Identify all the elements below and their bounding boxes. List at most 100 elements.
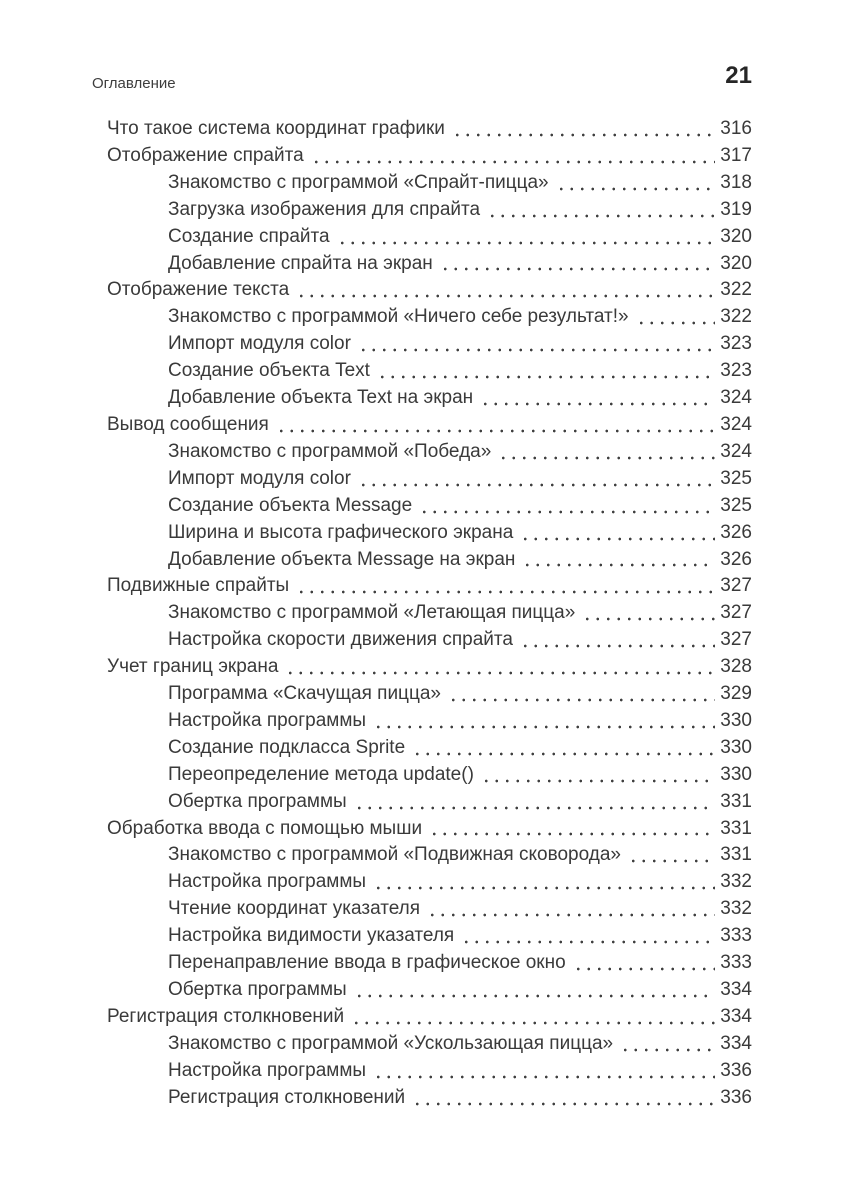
dot-leader: [572, 950, 716, 977]
toc-entry: Учет границ экрана 328: [107, 654, 752, 682]
toc-entry: Знакомство с программой «Победа» 324: [107, 438, 752, 466]
toc-entry: Настройка видимости указателя 333: [107, 923, 752, 951]
dot-leader: [353, 788, 716, 816]
toc-entry-title: Знакомство с программой «Спрайт-пицца»: [168, 171, 549, 193]
toc-entry-page: 332: [720, 898, 752, 920]
toc-entry-page: 324: [720, 413, 752, 435]
toc-entry: Импорт модуля color 323: [107, 331, 752, 359]
dot-leader: [498, 438, 716, 466]
dot-leader: [480, 385, 716, 412]
toc-entry-title: Создание подкласса Sprite: [168, 736, 406, 758]
toc-entry-page: 325: [720, 494, 752, 516]
toc-entry-page: 333: [720, 952, 752, 974]
toc-entry: Загрузка изображения для спрайта 319: [107, 196, 752, 224]
dot-leader: [620, 1030, 716, 1058]
toc-entry-page: 334: [720, 1032, 752, 1054]
toc-entry-title: Регистрация столкновений: [107, 1005, 345, 1027]
dot-leader: [520, 519, 716, 547]
toc-entry-title: Чтение координат указателя: [168, 898, 421, 920]
dot-leader: [429, 815, 716, 843]
toc-entry: Обертка программы 331: [107, 788, 752, 816]
toc-entry: Настройка скорости движения спрайта 327: [107, 627, 752, 655]
toc-entry-page: 327: [720, 602, 752, 624]
dot-leader: [373, 1057, 716, 1085]
toc-entry-title: Знакомство с программой «Подвижная сково…: [168, 844, 621, 866]
toc-entry-title: Настройка программы: [168, 1059, 367, 1081]
toc-entry-title: Создание объекта Text: [168, 360, 370, 382]
dot-leader: [376, 358, 716, 386]
toc-entry-title: Настройка программы: [168, 871, 367, 893]
toc-entry: Обработка ввода с помощью мыши 331: [107, 815, 752, 843]
toc-entry-title: Знакомство с программой «Летающая пицца»: [168, 602, 576, 624]
toc-entry-title: Что такое система координат графики: [107, 118, 445, 139]
toc-entry: Что такое система координат графики 316: [107, 116, 752, 143]
toc-entry-title: Настройка видимости указателя: [168, 925, 455, 947]
toc-entry-title: Учет границ экрана: [107, 656, 279, 678]
toc-entry-page: 327: [720, 629, 752, 651]
toc-entry-title: Подвижные спрайты: [107, 575, 290, 597]
toc-entry-title: Импорт модуля color: [168, 333, 351, 355]
toc-entry-page: 330: [720, 709, 752, 731]
toc-entry-title: Добавление объекта Message на экран: [168, 548, 516, 570]
running-head-title: Оглавление: [92, 75, 176, 92]
dot-leader: [357, 465, 716, 493]
toc-entry: Создание объекта Text 323: [107, 358, 752, 386]
toc-entry-title: Переопределение метода update(): [168, 763, 474, 785]
toc-entry-title: Перенаправление ввода в графическое окно: [168, 952, 566, 974]
toc-entry: Знакомство с программой «Ничего себе рез…: [107, 304, 752, 332]
toc-entry-page: 331: [720, 817, 752, 839]
toc-entry: Настройка программы 330: [107, 707, 752, 735]
toc-entry-page: 332: [720, 871, 752, 893]
dot-leader: [351, 1003, 716, 1031]
dot-leader: [555, 169, 716, 197]
toc-list: Что такое система координат графики 316 …: [107, 116, 752, 1112]
toc-entry-page: 331: [720, 790, 752, 812]
toc-entry-page: 317: [720, 144, 752, 166]
toc-entry-page: 336: [720, 1086, 752, 1108]
toc-entry-title: Создание спрайта: [168, 225, 330, 247]
toc-entry: Регистрация столкновений 336: [107, 1084, 752, 1112]
toc-entry: Обертка программы 334: [107, 977, 752, 1004]
toc-entry-page: 334: [720, 979, 752, 1000]
dot-leader: [427, 896, 716, 924]
toc-entry: Перенаправление ввода в графическое окно…: [107, 950, 752, 977]
toc-entry-page: 331: [720, 844, 752, 866]
toc-entry-title: Обработка ввода с помощью мыши: [107, 817, 423, 839]
toc-entry: Создание спрайта 320: [107, 223, 752, 251]
toc-entry: Добавление объекта Text на экран 324: [107, 385, 752, 412]
dot-leader: [480, 761, 716, 789]
toc-entry-page: 318: [720, 171, 752, 193]
dot-leader: [439, 250, 716, 278]
toc-entry-page: 329: [720, 683, 752, 705]
toc-entry-title: Добавление объекта Text на экран: [168, 387, 474, 409]
toc-entry-page: 322: [720, 279, 752, 301]
dot-leader: [447, 681, 716, 708]
toc-entry: Знакомство с программой «Подвижная сково…: [107, 842, 752, 870]
toc-entry: Регистрация столкновений 334: [107, 1003, 752, 1031]
toc-entry-title: Создание объекта Message: [168, 494, 413, 516]
dot-leader: [412, 1084, 716, 1112]
dot-leader: [353, 977, 716, 1004]
toc-entry: Создание подкласса Sprite 330: [107, 734, 752, 762]
toc-entry-page: 320: [720, 252, 752, 274]
toc-entry-page: 330: [720, 763, 752, 785]
toc-entry-page: 320: [720, 225, 752, 247]
toc-entry-title: Программа «Скачущая пицца»: [168, 683, 441, 705]
toc-entry: Настройка программы 336: [107, 1057, 752, 1085]
toc-entry: Знакомство с программой «Спрайт-пицца» 3…: [107, 169, 752, 197]
dot-leader: [522, 546, 716, 574]
toc-entry: Настройка программы 332: [107, 869, 752, 897]
toc-entry-page: 324: [720, 440, 752, 462]
toc-entry-title: Знакомство с программой «Ускользающая пи…: [168, 1032, 614, 1054]
toc-entry: Программа «Скачущая пицца» 329: [107, 681, 752, 708]
toc-entry-page: 330: [720, 736, 752, 758]
dot-leader: [357, 331, 716, 359]
toc-entry: Чтение координат указателя 332: [107, 896, 752, 924]
dot-leader: [310, 142, 716, 170]
dot-leader: [419, 492, 716, 520]
toc-entry: Знакомство с программой «Летающая пицца»…: [107, 600, 752, 628]
toc-entry: Подвижные спрайты 327: [107, 573, 752, 601]
dot-leader: [412, 734, 716, 762]
toc-entry-title: Обертка программы: [168, 979, 347, 1000]
toc-entry-page: 328: [720, 656, 752, 678]
